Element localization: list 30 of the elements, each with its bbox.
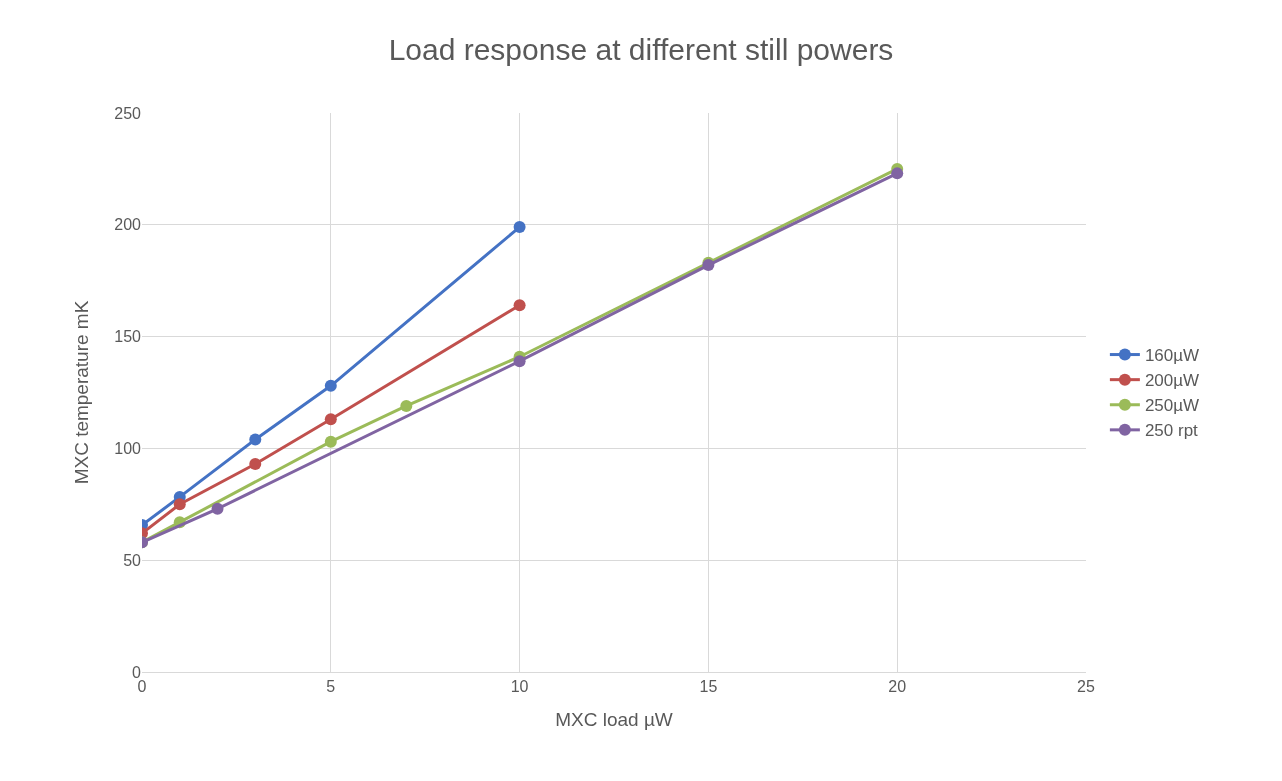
x-axis-title: MXC load µW — [555, 709, 673, 730]
point — [400, 399, 413, 412]
point — [211, 502, 224, 515]
point — [324, 379, 337, 392]
y-axis-title: MXC temperature mK — [71, 300, 93, 485]
point — [513, 221, 526, 234]
legend-label: 250 rpt — [1144, 421, 1199, 441]
y-tick-label: 200 — [114, 216, 142, 234]
chart-title: Load response at different still powers — [388, 33, 894, 67]
point — [249, 433, 262, 446]
point — [513, 355, 526, 368]
point — [324, 413, 337, 426]
point — [249, 458, 262, 471]
point — [513, 299, 526, 312]
x-tick-label: 5 — [326, 678, 336, 696]
point — [891, 167, 904, 180]
legend-label: 160µW — [1144, 346, 1200, 366]
y-tick-label: 150 — [114, 328, 142, 346]
x-tick-label: 10 — [510, 678, 529, 696]
legend-label: 200µW — [1144, 371, 1200, 391]
y-tick-label: 50 — [123, 551, 142, 569]
y-tick-label: 100 — [114, 440, 142, 457]
legend-label: 250µW — [1144, 396, 1200, 416]
x-tick-label: 25 — [1077, 678, 1095, 696]
point — [324, 435, 337, 448]
x-tick-label: 15 — [699, 678, 718, 696]
x-tick-label: 20 — [888, 678, 907, 696]
point — [173, 498, 186, 511]
y-tick-label: 250 — [114, 104, 142, 122]
y-tick-label: 0 — [132, 663, 142, 681]
